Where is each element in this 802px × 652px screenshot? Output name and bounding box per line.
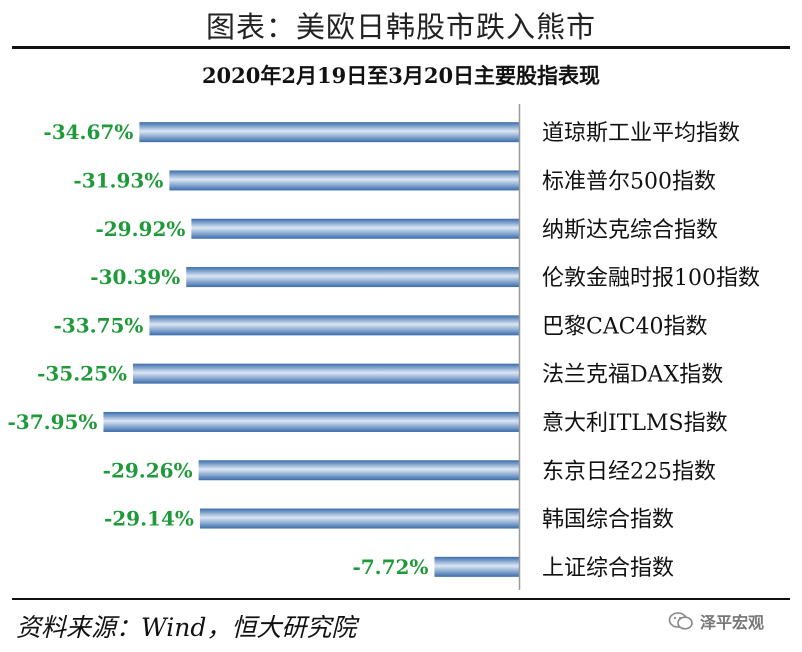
bar [199,508,520,529]
bar-chart: -34.67% 道琼斯工业平均指数 -31.93% 标准普尔500指数 -29.92% 纳… [8,104,760,590]
bar [149,315,519,336]
bar [139,122,519,143]
bar [186,267,520,288]
data-label: -7.72% [352,555,428,579]
bar [133,363,519,384]
data-label: -29.26% [103,458,193,482]
category-label: 上证综合指数 [542,556,674,581]
data-label: -35.25% [37,362,127,386]
category-label: 意大利ITLMS指数 [542,411,728,436]
data-label: -31.93% [73,168,163,192]
category-label: 伦敦金融时报100指数 [542,266,760,291]
category-label: 东京日经225指数 [542,459,716,484]
data-label: -37.95% [8,410,98,434]
watermark: 泽平宏观 [668,606,764,636]
watermark-text: 泽平宏观 [700,613,765,632]
category-label: 韩国综合指数 [542,508,674,533]
bar [103,411,519,432]
category-label: 标准普尔500指数 [542,169,716,194]
bottom-rule [12,598,790,600]
figure-title: 图表：美欧日韩股市跌入熊市 [205,10,596,44]
category-label: 纳斯达克综合指数 [542,218,718,243]
bar [434,556,519,577]
data-label: -29.92% [95,217,185,241]
data-label: -29.14% [104,507,194,531]
bar [198,460,519,481]
source-note: 资料来源：Wind，恒大研究院 [16,613,357,642]
category-label: 法兰克福DAX指数 [542,363,723,388]
category-label: 巴黎CAC40指数 [542,314,708,339]
bar [191,218,519,239]
wechat-icon [668,612,693,630]
chart-title: 2020年2月19日至3月20日主要股指表现 [201,63,601,88]
top-rule [12,46,790,49]
data-label: -30.39% [90,265,180,289]
data-label: -33.75% [54,313,144,337]
bar [169,170,519,191]
category-label: 道琼斯工业平均指数 [542,121,740,146]
data-label: -34.67% [43,120,133,144]
